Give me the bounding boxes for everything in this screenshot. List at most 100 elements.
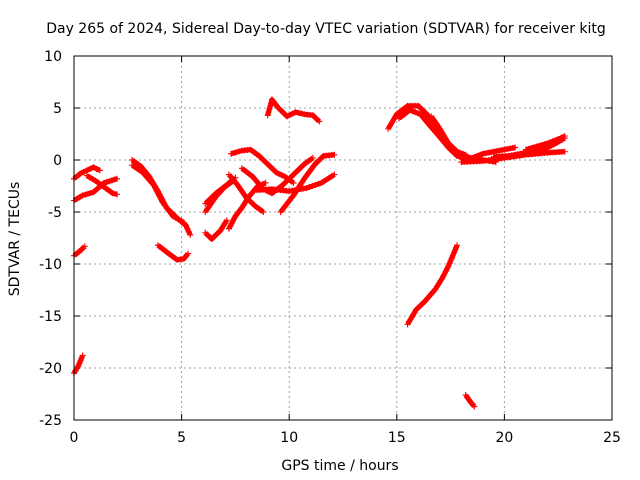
- chart-title: Day 265 of 2024, Sidereal Day-to-day VTE…: [46, 21, 606, 37]
- data-point: [230, 149, 237, 156]
- data-point: [93, 165, 100, 172]
- data-point: [185, 228, 192, 235]
- data-point: [309, 154, 316, 161]
- data-point: [264, 112, 271, 119]
- series-arc-18: [264, 96, 323, 125]
- data-point: [547, 139, 554, 146]
- series-arc-21: [428, 113, 469, 158]
- series-arc-2: [83, 172, 121, 198]
- series-arc-24: [490, 135, 568, 160]
- data-point: [276, 170, 283, 177]
- series-arc-11: [202, 217, 230, 243]
- series-arc-7: [129, 162, 187, 226]
- data-point: [260, 209, 267, 215]
- data-point: [295, 109, 302, 116]
- data-point: [273, 169, 280, 176]
- data-point: [541, 141, 548, 148]
- y-tick-label: -15: [39, 309, 62, 325]
- data-point: [306, 184, 313, 191]
- data-point: [228, 150, 235, 157]
- data-point: [290, 179, 297, 186]
- data-point: [298, 110, 305, 117]
- data-point: [82, 191, 89, 198]
- x-tick-label: 10: [280, 430, 298, 446]
- data-point: [279, 172, 286, 179]
- data-point: [84, 190, 91, 197]
- data-point: [561, 133, 568, 140]
- data-point: [331, 151, 338, 158]
- data-point: [412, 109, 419, 116]
- data-point: [530, 144, 537, 151]
- series-arc-8: [154, 242, 192, 263]
- y-tick-label: -10: [39, 257, 62, 273]
- data-point: [544, 140, 551, 147]
- data-point: [262, 179, 269, 186]
- y-tick-label: 5: [53, 101, 62, 117]
- data-point: [109, 190, 116, 197]
- y-axis-label: SDTVAR / TECUs: [7, 182, 23, 297]
- data-point: [79, 352, 86, 359]
- data-point: [471, 153, 478, 160]
- data-point: [459, 150, 466, 157]
- data-point: [414, 110, 421, 117]
- data-point: [539, 141, 546, 148]
- y-tick-label: -5: [48, 205, 62, 221]
- data-point: [289, 110, 296, 117]
- data-point: [331, 171, 338, 178]
- series-arc-5: [71, 352, 86, 377]
- y-tick-label: -20: [39, 361, 62, 377]
- data-point: [454, 148, 461, 155]
- data-point: [561, 148, 568, 155]
- y-tick-labels: -25 -20 -15 -10 -5 0 5 10: [39, 49, 62, 429]
- data-point: [474, 152, 481, 159]
- series-arc-14: [225, 171, 267, 215]
- x-tick-label: 5: [177, 430, 186, 446]
- x-tick-label: 0: [70, 430, 79, 446]
- data-point: [454, 242, 461, 249]
- data-point: [182, 222, 189, 229]
- data-point: [187, 231, 194, 238]
- data-point: [87, 165, 94, 172]
- series-arc-27: [462, 392, 478, 410]
- axis-ticks: [73, 55, 613, 421]
- data-point: [525, 145, 532, 152]
- data-point: [555, 136, 562, 143]
- data-point: [223, 217, 230, 224]
- data-point: [81, 243, 88, 250]
- x-tick-label: 25: [603, 430, 621, 446]
- data-point: [114, 191, 121, 198]
- data-point: [265, 109, 272, 116]
- x-tick-label: 20: [495, 430, 513, 446]
- data-point: [540, 146, 547, 153]
- y-tick-label: 0: [53, 153, 62, 169]
- data-point: [303, 185, 310, 192]
- data-point: [266, 106, 273, 113]
- data-point: [409, 108, 416, 115]
- data-point: [315, 180, 322, 187]
- data-point: [558, 134, 565, 141]
- series-arc-22: [469, 144, 519, 161]
- data-point: [312, 181, 319, 188]
- x-axis-label: GPS time / hours: [281, 458, 398, 474]
- data-point: [83, 167, 90, 174]
- data-point: [292, 109, 299, 116]
- y-tick-label: 10: [44, 49, 62, 65]
- data-point: [184, 225, 191, 232]
- series-arc-3: [71, 175, 121, 204]
- data-point: [533, 143, 540, 150]
- data-series: [71, 96, 568, 410]
- data-point: [522, 146, 529, 153]
- plot-frame: [73, 55, 613, 421]
- data-point: [512, 144, 519, 151]
- grid-lines: [74, 56, 612, 420]
- data-point: [528, 145, 535, 152]
- data-point: [236, 148, 243, 155]
- data-point: [406, 107, 413, 114]
- data-point: [80, 168, 87, 175]
- data-point: [286, 111, 293, 118]
- data-point: [77, 170, 84, 177]
- data-point: [536, 142, 543, 149]
- y-tick-label: -25: [39, 413, 62, 429]
- data-point: [456, 149, 463, 156]
